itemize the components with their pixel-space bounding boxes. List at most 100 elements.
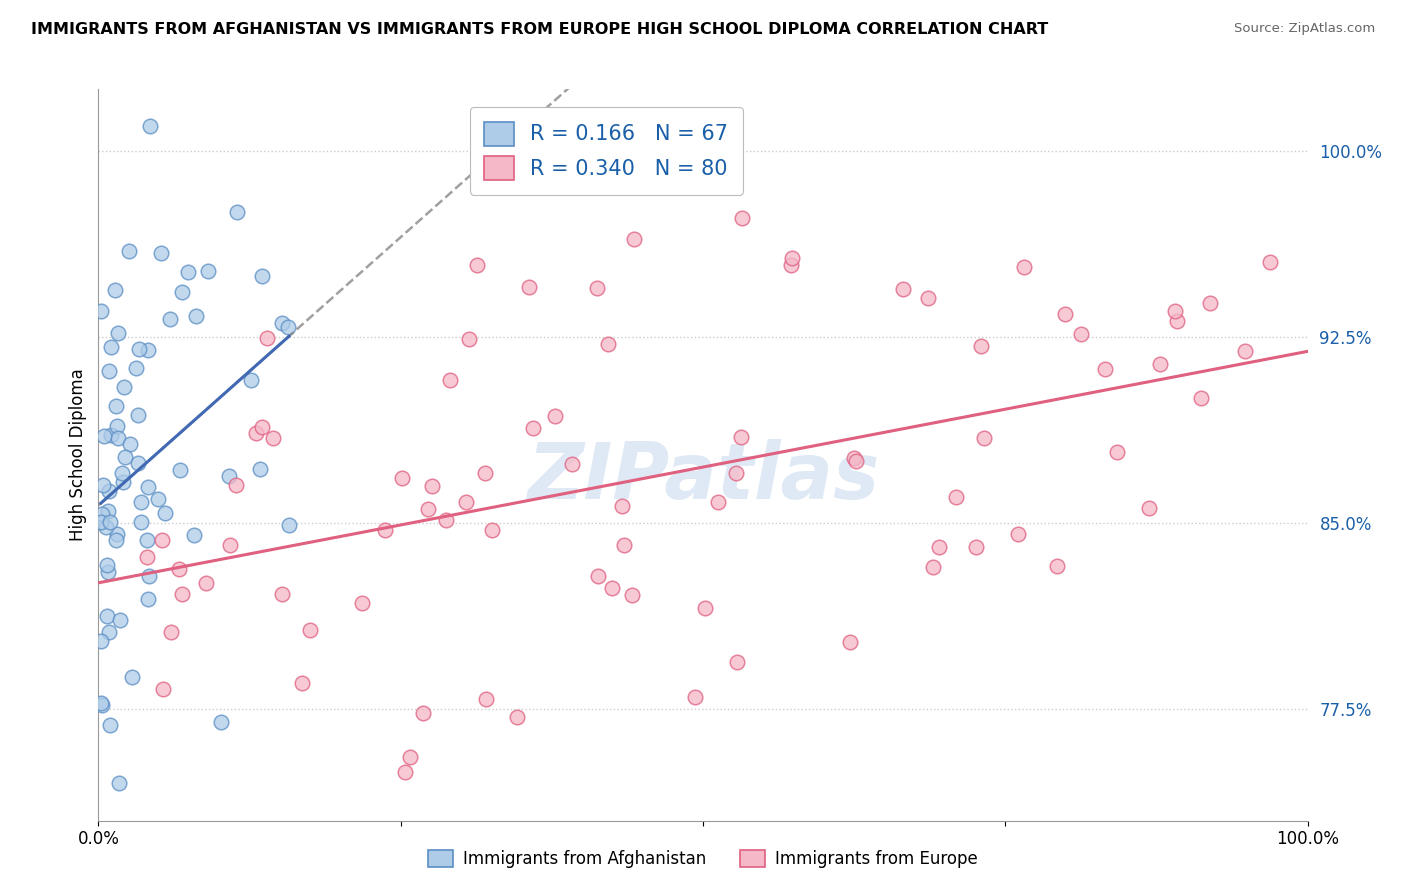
Point: [610, 499, 633, 513]
Point: [93, 429, 115, 443]
Point: [543, 409, 565, 423]
Point: [184, 309, 207, 323]
Point: [613, 538, 636, 552]
Point: [1258, 254, 1281, 268]
Point: [298, 623, 321, 637]
Point: [685, 690, 707, 704]
Point: [146, 492, 169, 507]
Point: [225, 478, 247, 492]
Point: [136, 592, 159, 607]
Point: [457, 333, 479, 347]
Point: [891, 282, 914, 296]
Point: [842, 450, 865, 465]
Point: [623, 232, 645, 246]
Point: [167, 562, 190, 576]
Point: [262, 431, 284, 445]
Point: [96, 609, 118, 624]
Point: [621, 588, 644, 602]
Point: [169, 463, 191, 477]
Text: Source: ZipAtlas.com: Source: ZipAtlas.com: [1234, 22, 1375, 36]
Point: [90, 303, 112, 318]
Point: [256, 331, 278, 345]
Point: [277, 319, 299, 334]
Point: [218, 468, 240, 483]
Point: [98, 718, 121, 732]
Point: [970, 339, 993, 353]
Point: [96, 558, 118, 573]
Point: [97, 364, 120, 378]
Point: [1046, 559, 1069, 574]
Point: [138, 569, 160, 583]
Point: [598, 337, 620, 351]
Point: [600, 581, 623, 595]
Point: [129, 495, 152, 509]
Point: [561, 457, 583, 471]
Point: [1163, 303, 1185, 318]
Y-axis label: High School Diploma: High School Diploma: [69, 368, 87, 541]
Point: [505, 710, 527, 724]
Point: [695, 600, 717, 615]
Point: [136, 343, 159, 358]
Point: [98, 483, 121, 498]
Point: [97, 504, 120, 518]
Text: IMMIGRANTS FROM AFGHANISTAN VS IMMIGRANTS FROM EUROPE HIGH SCHOOL DIPLOMA CORREL: IMMIGRANTS FROM AFGHANISTAN VS IMMIGRANT…: [31, 22, 1049, 37]
Point: [291, 676, 314, 690]
Point: [845, 454, 868, 468]
Point: [91, 508, 114, 522]
Point: [124, 361, 146, 376]
Point: [135, 550, 157, 565]
Point: [1070, 327, 1092, 342]
Point: [121, 670, 143, 684]
Point: [152, 682, 174, 697]
Point: [250, 420, 273, 434]
Point: [454, 495, 477, 509]
Point: [118, 437, 141, 451]
Point: [245, 425, 267, 440]
Point: [105, 399, 128, 413]
Point: [465, 258, 488, 272]
Point: [780, 251, 803, 265]
Point: [838, 634, 860, 648]
Point: [522, 421, 544, 435]
Point: [209, 715, 232, 730]
Point: [112, 475, 135, 489]
Point: [780, 258, 803, 272]
Point: [159, 312, 181, 326]
Point: [250, 268, 273, 283]
Point: [240, 373, 263, 387]
Point: [945, 490, 967, 504]
Point: [118, 244, 141, 258]
Point: [172, 587, 194, 601]
Point: [270, 586, 292, 600]
Point: [127, 456, 149, 470]
Point: [917, 291, 939, 305]
Point: [197, 264, 219, 278]
Point: [394, 765, 416, 780]
Point: [111, 466, 134, 480]
Point: [730, 430, 752, 444]
Point: [439, 373, 461, 387]
Point: [183, 528, 205, 542]
Point: [128, 342, 150, 356]
Point: [519, 280, 541, 294]
Point: [422, 479, 444, 493]
Point: [150, 246, 173, 260]
Point: [127, 408, 149, 422]
Point: [195, 575, 218, 590]
Point: [177, 265, 200, 279]
Point: [416, 502, 439, 516]
Point: [1137, 501, 1160, 516]
Point: [399, 749, 422, 764]
Point: [150, 533, 173, 548]
Point: [412, 706, 434, 721]
Point: [98, 625, 121, 640]
Point: [1007, 527, 1029, 541]
Point: [93, 478, 115, 492]
Point: [94, 520, 117, 534]
Point: [434, 513, 457, 527]
Point: [724, 467, 747, 481]
Point: [1149, 357, 1171, 371]
Legend: R = 0.166   N = 67, R = 0.340   N = 80: R = 0.166 N = 67, R = 0.340 N = 80: [470, 107, 742, 194]
Point: [707, 494, 730, 508]
Point: [1198, 296, 1220, 310]
